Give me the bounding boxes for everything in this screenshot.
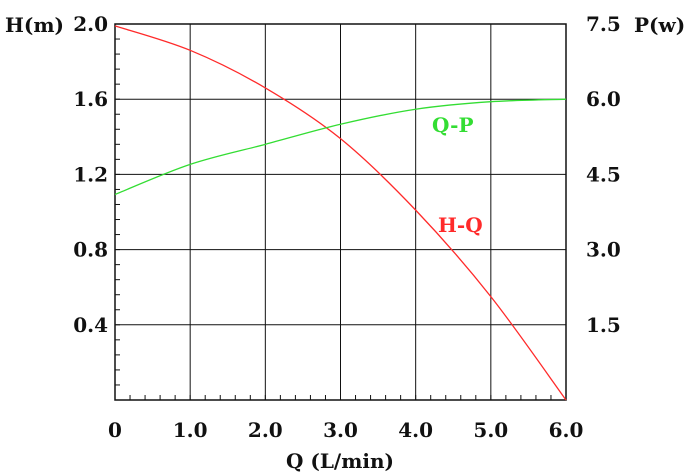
x-tick-label: 5.0 (473, 418, 508, 442)
y-left-tick-label: 2.0 (73, 12, 108, 36)
x-tick-label: 0 (108, 418, 122, 442)
grid-lines (115, 24, 566, 400)
minor-ticks (114, 23, 567, 401)
y-right-axis-title: P(w) (634, 13, 685, 37)
x-tick-label: 4.0 (398, 418, 433, 442)
y-right-tick-label: 6.0 (586, 87, 621, 111)
series-lines (114, 25, 567, 401)
x-tick-label: 6.0 (549, 418, 584, 442)
y-right-tick-label: 7.5 (586, 12, 621, 36)
x-tick-label: 1.0 (173, 418, 208, 442)
y-left-tick-label: 0.8 (73, 238, 108, 262)
y-left-tick-label: 1.6 (73, 87, 108, 111)
series-label-q-p: Q-P (432, 113, 474, 137)
series-line-q-p (114, 98, 567, 196)
y-right-tick-label: 1.5 (586, 313, 621, 337)
y-right-tick-label: 4.5 (586, 162, 621, 186)
tick-labels: 0 1.0 2.0 3.0 4.0 5.0 6.0 0.4 0.8 1.2 1.6 2.0 1.5 3.0… (73, 12, 621, 442)
y-right-tick-label: 3.0 (586, 238, 621, 262)
y-left-axis-title: H(m) (5, 13, 64, 37)
x-tick-label: 3.0 (323, 418, 358, 442)
series-line-h-q (114, 25, 567, 401)
y-left-tick-label: 0.4 (73, 313, 108, 337)
x-tick-label: 2.0 (248, 418, 283, 442)
x-axis-title: Q (L/min) (286, 449, 394, 473)
y-left-tick-label: 1.2 (73, 162, 108, 186)
series-label-h-q: H-Q (438, 213, 483, 237)
